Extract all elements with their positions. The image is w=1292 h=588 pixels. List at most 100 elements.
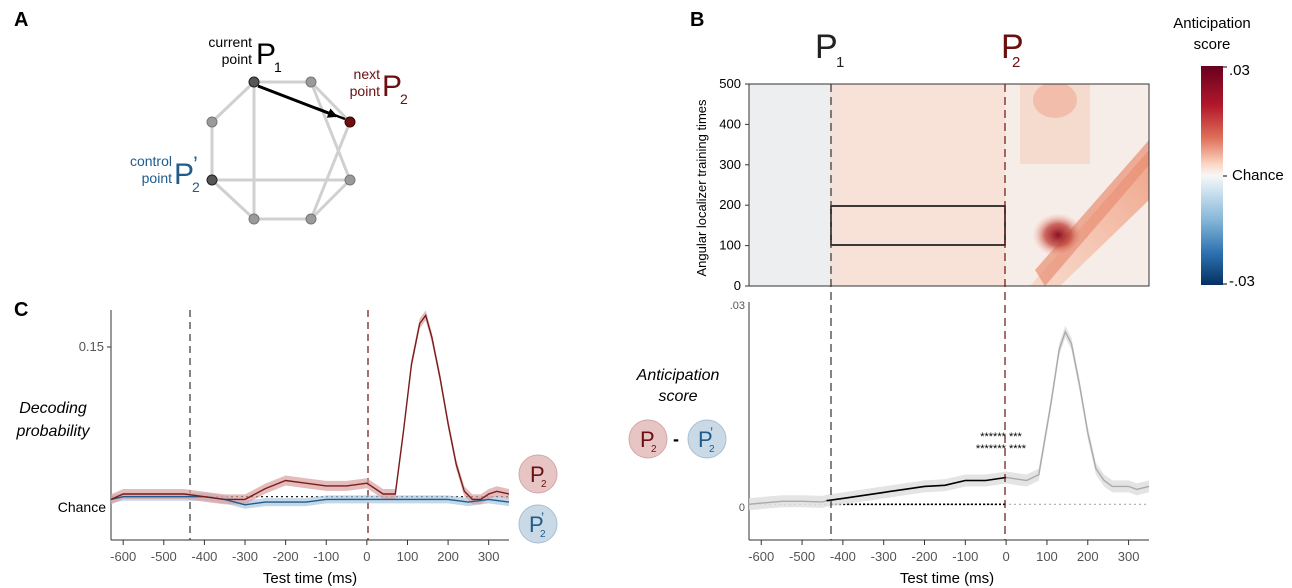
panel-letter-c: C xyxy=(14,299,28,321)
b-xtick-label: -200 xyxy=(911,549,937,564)
colorbar-title-line2: score xyxy=(1194,36,1231,53)
c-xtick-label: 300 xyxy=(478,549,500,564)
antic-p2c-circle xyxy=(687,419,727,459)
next-label-line2: point xyxy=(350,83,380,99)
c-series-control-line xyxy=(110,496,510,506)
b-x-axis-label: Test time (ms) xyxy=(900,570,994,587)
c-xtick-label: -400 xyxy=(191,549,217,564)
c-legend-p2c-circle xyxy=(518,504,558,544)
c-xtick-label: 0 xyxy=(363,549,370,564)
antic-minus: - xyxy=(673,429,679,449)
c-xtick-label: -200 xyxy=(273,549,299,564)
c-series-p2-band xyxy=(111,310,509,505)
c-series-layer xyxy=(110,310,510,509)
c-legend-p2c-sub: 2 xyxy=(540,529,546,540)
colorbar: Anticipation score .03 Chance -.03 xyxy=(1173,15,1283,290)
heatmap-frame xyxy=(748,83,1150,287)
c-ytick-015: 0.15 xyxy=(79,339,104,354)
heatmap-ytick-label: 300 xyxy=(719,157,741,172)
heatmap-upper-band xyxy=(1020,84,1090,164)
colorbar-gradient xyxy=(1201,66,1223,285)
control-label-line1: control xyxy=(130,153,172,169)
c-ytick-chance: Chance xyxy=(58,499,106,515)
b-xtick-label: 200 xyxy=(1077,549,1099,564)
b-series-line-window xyxy=(826,476,1007,502)
colorbar-title-line1: Anticipation xyxy=(1173,15,1251,32)
node-current-point xyxy=(248,76,260,88)
heatmap: 0 100 200 300 400 500 Angular localizer train… xyxy=(694,76,1150,293)
heatmap-ytick-label: 400 xyxy=(719,116,741,131)
b-series-line-grey xyxy=(748,330,1150,505)
heatmap-roi-box xyxy=(830,205,1006,246)
b-p1-letter: P xyxy=(815,28,838,66)
panel-a-diagram: current point P 1 next point P 2 control… xyxy=(130,34,408,225)
current-p1-letter: P xyxy=(256,38,276,71)
heatmap-ytick-label: 100 xyxy=(719,238,741,253)
anticipation-legend: Anticipation score P 2 - P 2 ’ xyxy=(628,367,727,459)
c-legend-p2c-letter: P xyxy=(529,512,544,537)
antic-label-line2: score xyxy=(658,388,697,405)
antic-label-line1: Anticipation xyxy=(636,367,720,384)
heatmap-ytick-label: 200 xyxy=(719,197,741,212)
b-p2-sub: 2 xyxy=(1012,54,1020,71)
heatmap-y-ticks: 0 100 200 300 400 500 xyxy=(719,76,749,293)
antic-p2-sub: 2 xyxy=(651,444,657,455)
b-xtick-label: 100 xyxy=(1036,549,1058,564)
antic-p2c-letter: P xyxy=(698,427,713,452)
c-legend-p2-circle xyxy=(518,454,558,494)
heatmap-region-left xyxy=(749,84,839,286)
b-xtick-label: -500 xyxy=(789,549,815,564)
current-p1-sub: 1 xyxy=(274,59,282,75)
c-x-axis-label: Test time (ms) xyxy=(263,570,357,587)
b-xtick-label: -300 xyxy=(871,549,897,564)
c-y-label-line2: probability xyxy=(16,423,91,440)
antic-p2-circle xyxy=(628,419,668,459)
node-next-point xyxy=(344,116,356,128)
c-x-ticks: -600 -500 -400 -300 -200 -100 0 100 200 300 xyxy=(110,540,500,564)
heatmap-top-peak xyxy=(1033,84,1077,118)
b-xtick-label: 0 xyxy=(1003,549,1010,564)
node-gray xyxy=(344,174,356,186)
heatmap-ytick-label: 0 xyxy=(734,278,741,293)
control-p2-sub: 2 xyxy=(192,179,200,195)
b-xtick-label: -400 xyxy=(830,549,856,564)
heatmap-peak xyxy=(1032,213,1084,257)
significance-stars-row2: ******* **** xyxy=(976,443,1027,455)
b-series-band xyxy=(749,325,1149,511)
heatmap-region-mid xyxy=(830,84,1005,286)
control-label-line2: point xyxy=(142,170,172,186)
c-xtick-label: -300 xyxy=(232,549,258,564)
node-gray xyxy=(305,76,317,88)
antic-p2c-prime: ’ xyxy=(710,424,713,440)
antic-p2c-sub: 2 xyxy=(709,444,715,455)
c-series-p2-line xyxy=(110,313,510,501)
anticipation-score-plot: .03 0 ****** *** ******* **** -600 -500 -4… xyxy=(730,300,1150,587)
b-ytick-top: .03 xyxy=(730,300,745,312)
b-p2-letter: P xyxy=(1001,28,1024,66)
next-p2-sub: 2 xyxy=(400,91,408,107)
b-xtick-label: -600 xyxy=(748,549,774,564)
c-legend-p2-sub: 2 xyxy=(541,479,547,490)
control-p2-letter: P xyxy=(174,158,194,191)
b-ytick-zero: 0 xyxy=(739,502,745,514)
node-gray xyxy=(305,213,317,225)
panel-letter-a: A xyxy=(14,9,28,31)
b-xtick-label: -100 xyxy=(952,549,978,564)
octagon-edges xyxy=(210,80,352,221)
arrow-tail xyxy=(315,106,346,121)
c-y-label-line1: Decoding xyxy=(19,400,87,417)
b-series-layer xyxy=(748,325,1150,511)
next-label-line1: next xyxy=(354,66,381,82)
node-gray xyxy=(206,116,218,128)
c-xtick-label: -500 xyxy=(151,549,177,564)
current-label-line2: point xyxy=(222,51,252,67)
b-xtick-label: 300 xyxy=(1118,549,1140,564)
b-p1-sub: 1 xyxy=(836,54,844,71)
colorbar-top-label: .03 xyxy=(1229,62,1250,79)
decoding-probability-plot: 0.15 Chance Decoding probability -600 -50… xyxy=(16,310,558,587)
b-x-ticks: -600 -500 -400 -300 -200 -100 0 100 200 300 xyxy=(748,540,1139,564)
current-label-line1: current xyxy=(208,34,252,50)
panel-letter-b: B xyxy=(690,9,704,31)
colorbar-mid-label: Chance xyxy=(1232,167,1284,184)
